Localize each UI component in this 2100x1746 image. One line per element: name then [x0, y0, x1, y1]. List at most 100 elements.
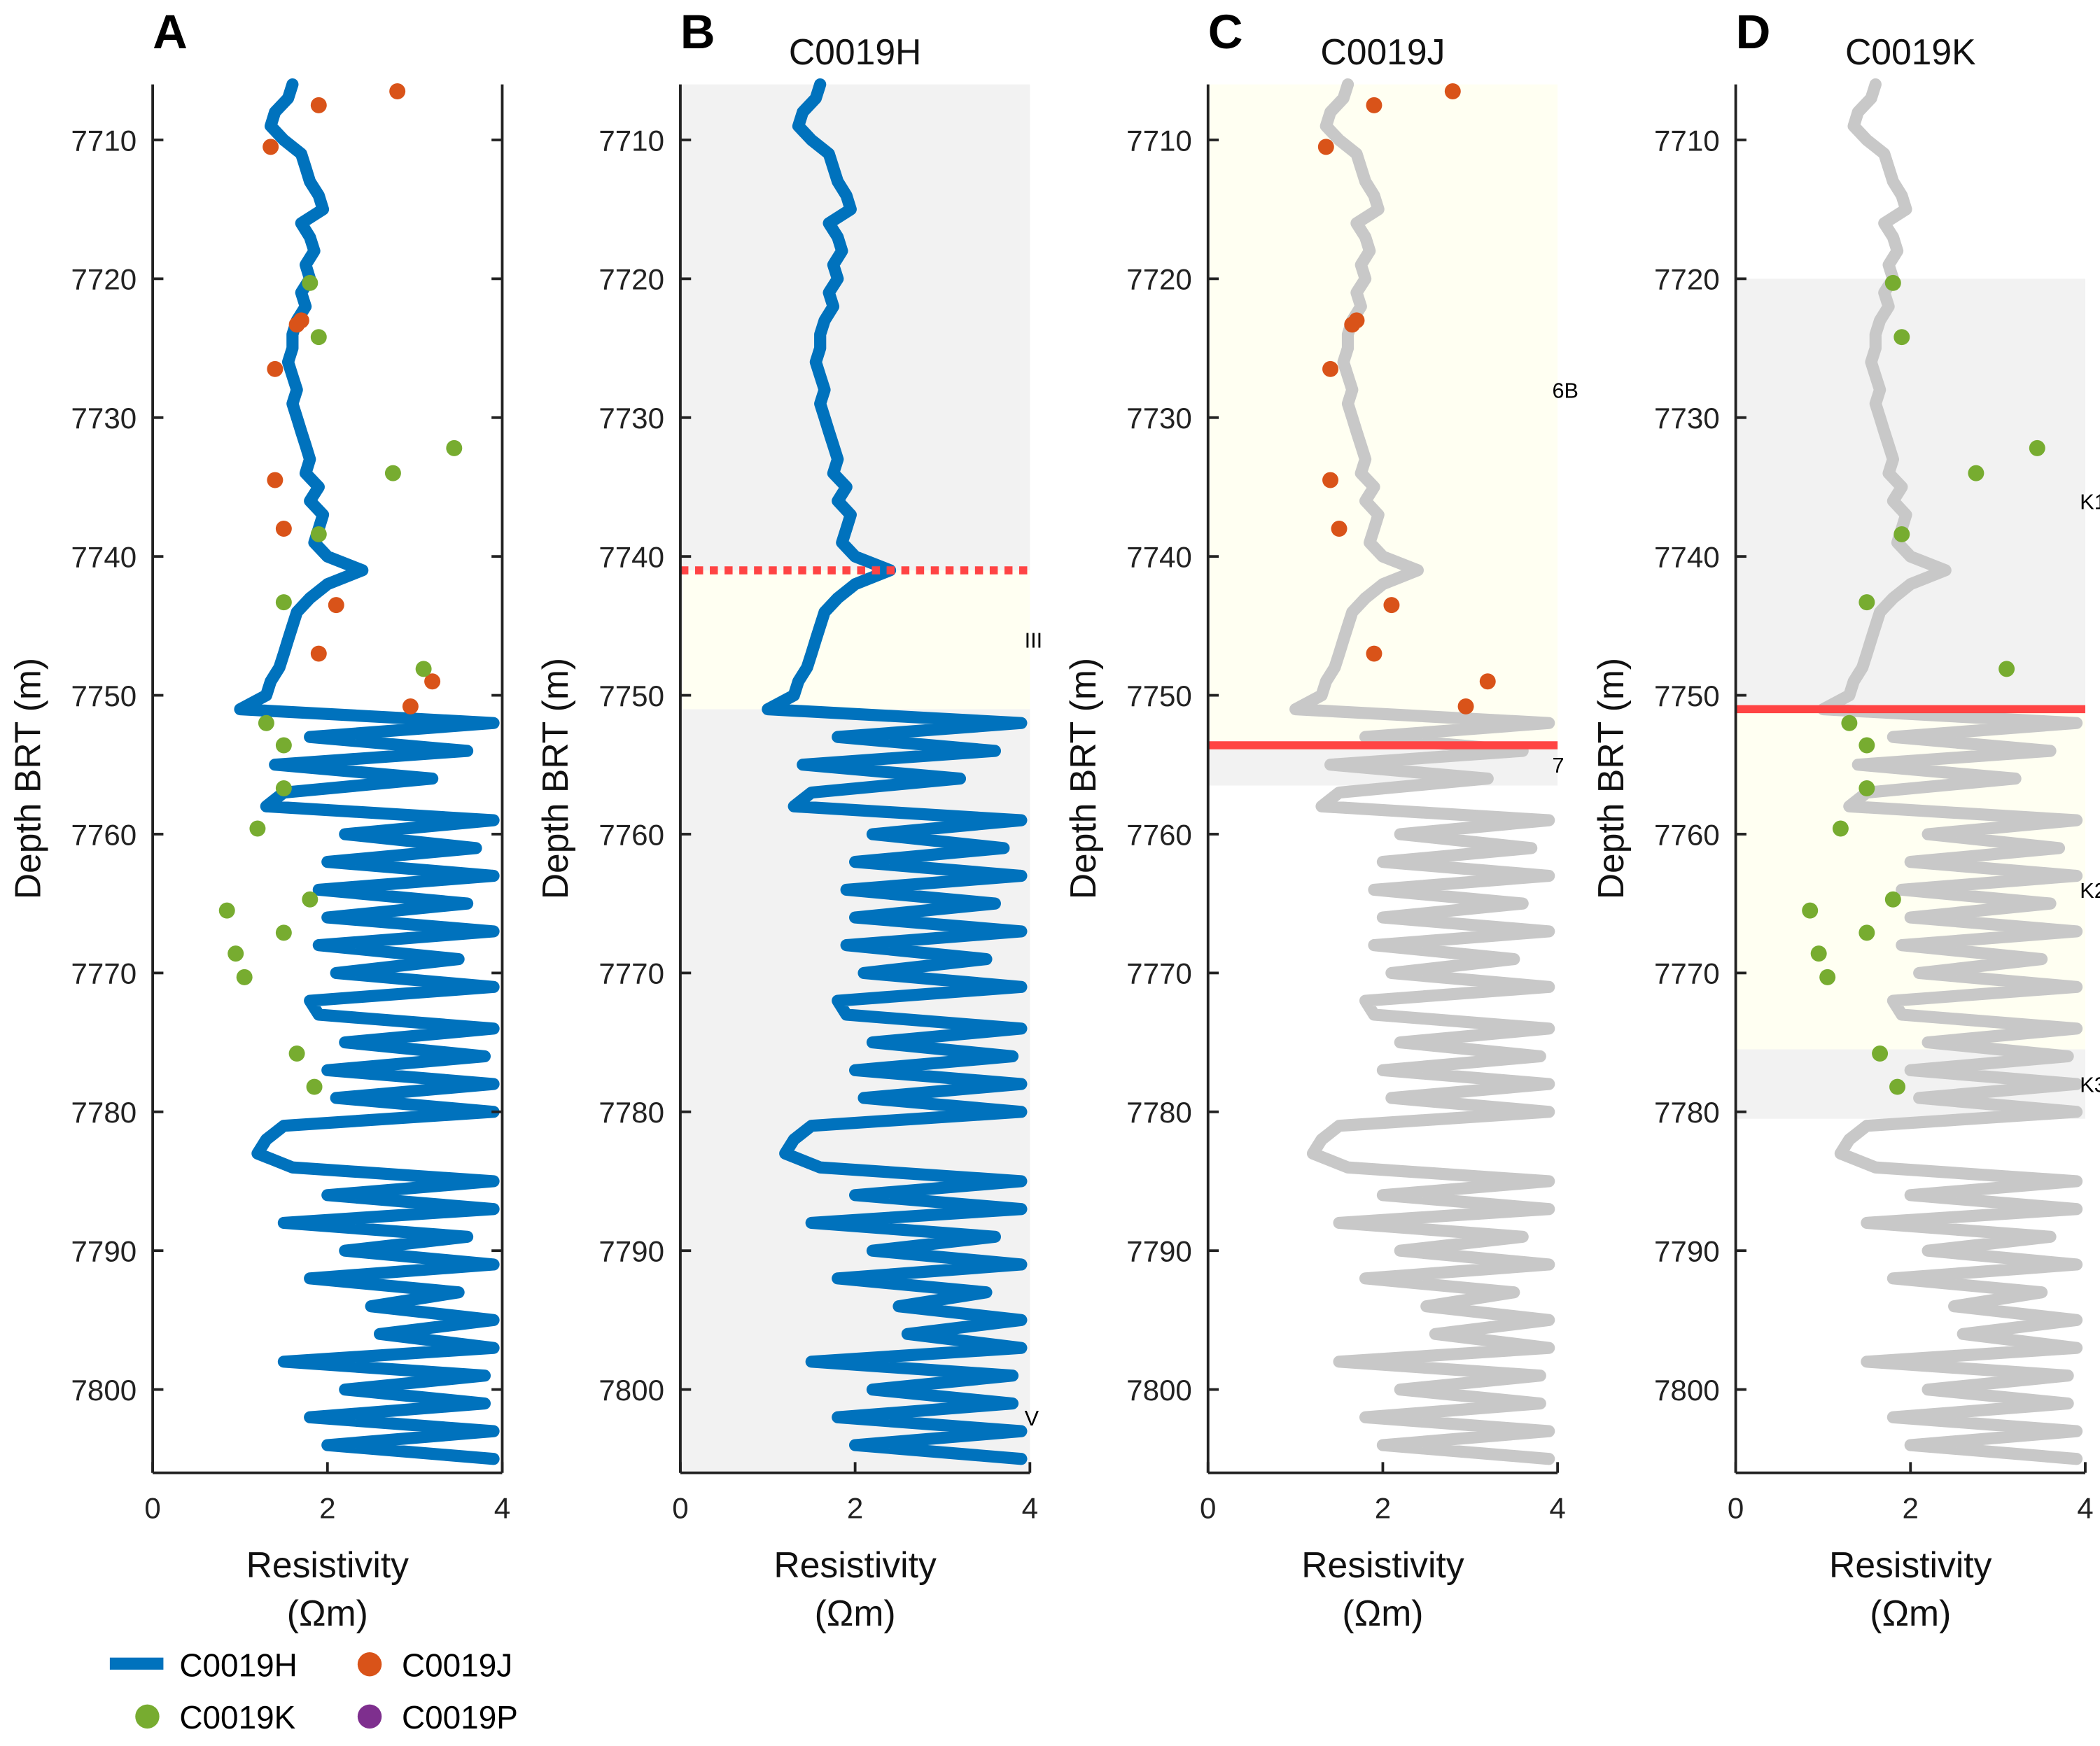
- legend-label: C0019K: [179, 1699, 295, 1736]
- data-point-C0019K: [306, 1078, 323, 1095]
- x-axis-unit: (Ωm): [1342, 1593, 1423, 1633]
- data-point-C0019K: [236, 969, 253, 985]
- y-tick-label: 7790: [598, 1235, 664, 1268]
- y-tick-label: 7770: [71, 957, 137, 990]
- data-point-C0019K: [1858, 737, 1875, 754]
- data-point-C0019K: [1841, 714, 1858, 731]
- y-tick-label: 7710: [71, 124, 137, 157]
- panel-letter: A: [153, 5, 188, 59]
- data-point-C0019K: [1884, 891, 1901, 908]
- y-tick-label: 7770: [1126, 957, 1192, 990]
- data-point-C0019K: [1893, 329, 1910, 346]
- data-point-C0019J: [1331, 521, 1348, 537]
- data-point-C0019K: [415, 661, 432, 677]
- y-tick-label: 7740: [1654, 540, 1720, 573]
- y-axis-label: Depth BRT (m): [1063, 658, 1103, 899]
- zone-band: [680, 84, 1030, 571]
- data-point-C0019J: [1344, 316, 1361, 333]
- y-axis-label: Depth BRT (m): [7, 658, 48, 899]
- data-point-C0019K: [1858, 924, 1875, 941]
- y-tick-label: 7800: [1654, 1374, 1720, 1407]
- data-point-C0019K: [302, 274, 318, 291]
- y-tick-label: 7780: [71, 1096, 137, 1129]
- y-tick-label: 7800: [71, 1374, 137, 1407]
- data-point-C0019K: [1893, 526, 1910, 542]
- data-point-C0019K: [1832, 820, 1849, 837]
- panel-letter: C: [1208, 5, 1243, 59]
- data-point-C0019J: [310, 645, 327, 662]
- y-tick-label: 7730: [71, 402, 137, 435]
- x-axis-label: Resistivity: [774, 1544, 937, 1585]
- y-tick-label: 7730: [1654, 402, 1720, 435]
- x-tick-label: 0: [672, 1492, 688, 1525]
- data-point-C0019K: [275, 780, 292, 796]
- x-tick-label: 4: [1549, 1492, 1565, 1525]
- y-tick-label: 7750: [1126, 680, 1192, 712]
- x-tick-label: 4: [2077, 1492, 2093, 1525]
- x-axis-unit: (Ωm): [815, 1593, 896, 1633]
- data-point-C0019J: [267, 472, 284, 488]
- data-point-C0019J: [262, 139, 279, 155]
- data-point-C0019K: [310, 526, 327, 542]
- data-point-C0019K: [1802, 902, 1819, 919]
- data-point-C0019K: [310, 329, 327, 346]
- zone-label: 6B: [1552, 379, 1578, 403]
- y-tick-label: 7720: [1126, 263, 1192, 296]
- y-tick-label: 7750: [598, 680, 664, 712]
- x-tick-label: 2: [1375, 1492, 1391, 1525]
- data-point-C0019K: [275, 594, 292, 611]
- x-tick-label: 0: [1200, 1492, 1216, 1525]
- data-point-C0019K: [2029, 439, 2045, 456]
- data-point-C0019K: [218, 902, 235, 919]
- data-point-C0019K: [1998, 661, 2015, 677]
- data-point-C0019K: [1858, 594, 1875, 611]
- y-tick-label: 7750: [71, 680, 137, 712]
- panel-a: 7710 7720 7730 7740 7750 7760 7770 7780 7790 7800…: [7, 5, 510, 1633]
- legend-label: C0019J: [402, 1647, 512, 1683]
- x-axis-unit: (Ωm): [1870, 1593, 1951, 1633]
- x-tick-label: 4: [1022, 1492, 1038, 1525]
- panel-letter: B: [680, 5, 715, 59]
- data-point-C0019J: [1366, 645, 1382, 662]
- panel-title: C0019K: [1845, 31, 1976, 72]
- x-tick-label: 4: [494, 1492, 510, 1525]
- y-tick-label: 7720: [71, 263, 137, 296]
- y-tick-label: 7720: [598, 263, 664, 296]
- x-tick-label: 2: [1903, 1492, 1919, 1525]
- data-point-C0019J: [288, 316, 305, 333]
- x-axis-unit: (Ωm): [287, 1593, 368, 1633]
- legend-dot-icon: [135, 1704, 160, 1729]
- y-tick-label: 7760: [598, 818, 664, 851]
- data-point-C0019K: [1858, 780, 1875, 796]
- data-point-C0019J: [267, 360, 284, 377]
- y-tick-label: 7790: [1654, 1235, 1720, 1268]
- y-tick-label: 7730: [598, 402, 664, 435]
- y-tick-label: 7800: [1126, 1374, 1192, 1407]
- y-tick-label: 7710: [1654, 124, 1720, 157]
- data-point-C0019J: [1444, 83, 1461, 99]
- data-point-C0019K: [1819, 969, 1836, 985]
- data-point-C0019K: [1968, 465, 1984, 481]
- data-point-C0019K: [1884, 274, 1901, 291]
- y-tick-label: 7770: [598, 957, 664, 990]
- y-tick-label: 7770: [1654, 957, 1720, 990]
- data-point-C0019J: [1322, 360, 1339, 377]
- data-point-C0019K: [1889, 1078, 1906, 1095]
- data-point-C0019J: [402, 698, 419, 714]
- y-tick-label: 7730: [1126, 402, 1192, 435]
- data-point-C0019K: [1810, 945, 1827, 962]
- x-axis-label: Resistivity: [1301, 1544, 1464, 1585]
- panel-d: K1 K2 K3 7710 7720 7730 7740 7750 7760 7770 7780 77…: [1590, 5, 2100, 1633]
- x-tick-label: 0: [144, 1492, 160, 1525]
- x-tick-label: 2: [847, 1492, 863, 1525]
- data-point-C0019K: [249, 820, 266, 837]
- x-axis-label: Resistivity: [1829, 1544, 1992, 1585]
- y-tick-label: 7710: [1126, 124, 1192, 157]
- data-point-C0019J: [1383, 597, 1400, 614]
- y-tick-label: 7720: [1654, 263, 1720, 296]
- data-point-C0019K: [258, 714, 274, 731]
- y-tick-label: 7760: [1126, 818, 1192, 851]
- y-tick-label: 7760: [1654, 818, 1720, 851]
- data-point-C0019K: [302, 891, 318, 908]
- legend: C0019H C0019J C0019K C0019P: [109, 1647, 518, 1736]
